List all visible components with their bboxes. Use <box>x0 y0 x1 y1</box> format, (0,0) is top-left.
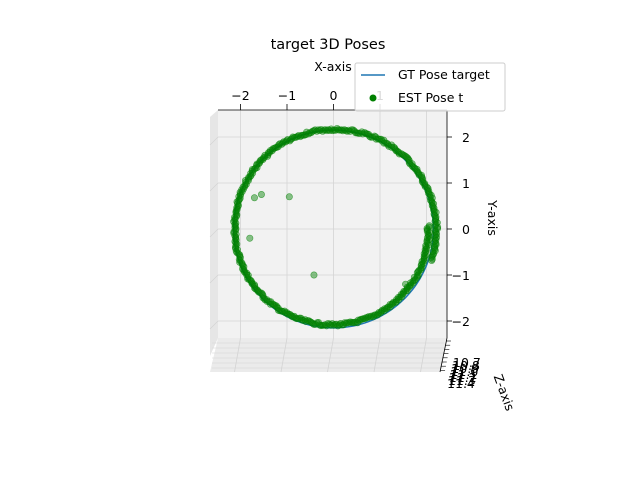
y-tick-label: 2 <box>462 130 470 145</box>
z-tick-label: 11.0 <box>450 364 478 379</box>
plot-area <box>230 124 442 330</box>
z-tick-label: 10.8 <box>452 358 480 373</box>
y-tick-label: 0 <box>462 222 470 237</box>
gridline-side <box>209 320 219 330</box>
y-tick-label: 1 <box>462 176 470 191</box>
est-outlier-point <box>285 193 293 201</box>
est-point <box>423 237 431 245</box>
y-tick-label: −2 <box>452 314 470 329</box>
gridline-floor <box>234 337 241 373</box>
z-tick-label: 11.3 <box>448 373 476 388</box>
back-pane <box>218 110 447 338</box>
axes-3d: −2 −1 0 1 2 1 0 −1 −2 10.710.810.911.011.111.21… <box>209 59 518 413</box>
gridline-side <box>209 274 219 284</box>
z-axis-label: Z-axis <box>491 372 518 413</box>
est-point <box>346 127 354 135</box>
chart-title: target 3D Poses <box>271 37 386 53</box>
est-outlier-point <box>402 280 410 288</box>
legend: GT Pose target EST Pose t <box>354 62 506 112</box>
gridline-floor <box>420 337 427 373</box>
y-tick-label: −1 <box>452 268 470 283</box>
x-tick-label: −1 <box>278 88 296 103</box>
z-tick-label: 11.4 <box>447 376 475 391</box>
est-outlier-point <box>257 191 265 199</box>
est-point <box>404 154 412 162</box>
y-axis-label: Y-axis <box>485 199 500 236</box>
gridline-side <box>209 228 219 238</box>
est-point <box>380 139 388 147</box>
y-ticks: 2 1 0 −1 −2 <box>447 130 470 329</box>
est-outlier-point <box>246 234 254 242</box>
est-point <box>364 314 372 322</box>
est-point <box>250 165 258 173</box>
est-point <box>359 130 367 138</box>
legend-est-label: EST Pose t <box>398 90 463 105</box>
est-outlier-point <box>250 194 258 202</box>
x-axis-label: X-axis <box>314 59 352 74</box>
est-point <box>420 253 428 261</box>
legend-est-swatch <box>369 94 377 102</box>
z-tick-label: 11.1 <box>450 367 478 382</box>
z-ticks: 10.710.810.911.011.111.211.311.4 <box>440 340 481 391</box>
legend-box <box>354 62 506 112</box>
floor-pane <box>210 338 447 372</box>
gridline-side <box>209 182 219 192</box>
est-point <box>425 222 433 230</box>
gridline-floor <box>280 337 288 373</box>
x-tick-label: 0 <box>330 88 338 103</box>
est-pose-points <box>230 124 442 330</box>
gridline-side <box>209 136 219 146</box>
legend-gt-label: GT Pose target <box>398 67 490 82</box>
gridline-floor <box>327 337 334 373</box>
x-tick-label: −2 <box>231 88 249 103</box>
est-outlier-point <box>310 271 318 279</box>
z-tick-label: 10.9 <box>451 361 479 376</box>
est-point <box>234 203 242 211</box>
z-tick-label: 11.2 <box>449 370 477 385</box>
z-tick-label: 10.7 <box>453 355 481 370</box>
gridlines <box>209 110 447 373</box>
gridline-floor <box>373 337 381 373</box>
